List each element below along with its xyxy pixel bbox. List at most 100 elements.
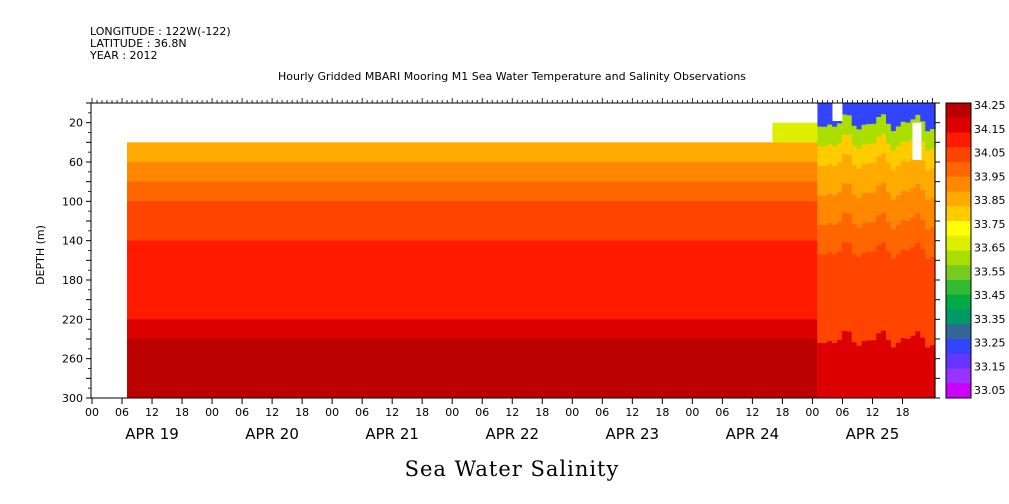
salinity-cell [900, 161, 907, 192]
salinity-cell [846, 184, 853, 215]
salinity-cell [876, 333, 882, 364]
salinity-cell [905, 220, 912, 251]
salinity-cell [915, 183, 921, 214]
salinity-cell [861, 341, 868, 372]
colorbar-swatch [946, 265, 971, 281]
salinity-cell [846, 115, 853, 136]
chart-title: Hourly Gridded MBARI Mooring M1 Sea Wate… [278, 70, 746, 83]
x-day-label: APR 20 [245, 425, 299, 443]
salinity-cell [920, 140, 926, 162]
colorbar-swatch [946, 176, 971, 192]
colorbar-label: 33.15 [974, 360, 1006, 373]
salinity-cell [851, 103, 858, 127]
salinity-cell [866, 163, 872, 194]
salinity-cell [900, 141, 907, 162]
salinity-cell [895, 103, 902, 127]
latitude-label: LATITUDE : 36.8N [90, 37, 187, 50]
salinity-cell [822, 225, 828, 256]
salinity-cell [905, 299, 912, 340]
salinity-band [127, 221, 818, 242]
salinity-cell [895, 372, 902, 399]
x-tick-label: 12 [745, 406, 759, 419]
x-tick-label: 00 [85, 406, 99, 419]
salinity-cell [915, 331, 921, 362]
salinity-cell [900, 298, 907, 339]
salinity-cell [837, 123, 843, 144]
salinity-cell [920, 219, 926, 250]
salinity-band [127, 142, 818, 153]
salinity-cell [886, 251, 892, 302]
salinity-cell [881, 133, 887, 155]
salinity-cell [920, 298, 926, 339]
salinity-cell [817, 372, 823, 399]
salinity-cell [817, 224, 823, 255]
salinity-cell [915, 154, 921, 185]
year-label: YEAR : 2012 [89, 49, 158, 62]
salinity-cell [827, 163, 833, 194]
salinity-cell [837, 162, 843, 193]
salinity-cell [881, 153, 887, 184]
salinity-cell [817, 342, 823, 373]
salinity-cell [886, 103, 892, 125]
salinity-cell [930, 345, 936, 376]
salinity-cell [895, 303, 902, 344]
salinity-cell [910, 365, 917, 399]
x-tick-label: 06 [475, 406, 489, 419]
salinity-cell [925, 200, 931, 231]
colorbar-swatch [946, 383, 971, 399]
salinity-cell [837, 339, 843, 370]
salinity-cell [861, 164, 868, 195]
salinity-cell [910, 296, 917, 337]
salinity-cell [861, 103, 868, 126]
salinity-cell [886, 300, 892, 341]
salinity-cell [930, 197, 936, 228]
salinity-cell [871, 222, 877, 253]
salinity-cell [851, 145, 858, 166]
salinity-cell [900, 190, 907, 221]
salinity-cell [827, 193, 833, 224]
x-tick-label: 00 [205, 406, 219, 419]
salinity-band [127, 181, 818, 202]
salinity-cell [925, 377, 931, 399]
salinity-cell [881, 291, 887, 332]
salinity-cell [856, 345, 863, 376]
x-tick-label: 18 [295, 406, 309, 419]
salinity-cell [910, 158, 917, 189]
salinity-band [772, 122, 818, 143]
salinity-cell [905, 161, 912, 192]
salinity-cell [915, 291, 921, 332]
salinity-cell [846, 103, 853, 116]
x-tick-label: 12 [625, 406, 639, 419]
salinity-cell [920, 190, 926, 221]
salinity-cell [915, 103, 921, 116]
salinity-cell [832, 146, 838, 167]
salinity-cell [895, 342, 902, 373]
salinity-cell [886, 369, 892, 399]
salinity-cell [866, 369, 872, 399]
y-axis-label: DEPTH (m) [34, 225, 47, 285]
salinity-cell [846, 331, 853, 362]
salinity-cell [876, 185, 882, 216]
salinity-cell [890, 103, 897, 132]
salinity-cell [881, 183, 887, 214]
salinity-cell [886, 222, 892, 253]
x-tick-label: 06 [595, 406, 609, 419]
salinity-cell [890, 131, 897, 152]
salinity-cell [861, 124, 868, 145]
salinity-cell [930, 168, 936, 199]
gap-cell [912, 122, 922, 161]
salinity-cell [890, 150, 897, 171]
salinity-cell [817, 103, 823, 128]
salinity-cell [832, 303, 838, 344]
salinity-cell [871, 251, 877, 302]
salinity-cell [841, 183, 848, 214]
salinity-cell [915, 213, 921, 244]
salinity-cell [930, 256, 936, 307]
salinity-cell [866, 192, 872, 223]
colorbar-label: 33.75 [974, 218, 1006, 231]
y-tick-label: 20 [69, 117, 83, 130]
salinity-cell [920, 367, 926, 399]
salinity-cell [876, 293, 882, 334]
salinity-cell [822, 103, 828, 128]
salinity-cell [851, 194, 858, 225]
